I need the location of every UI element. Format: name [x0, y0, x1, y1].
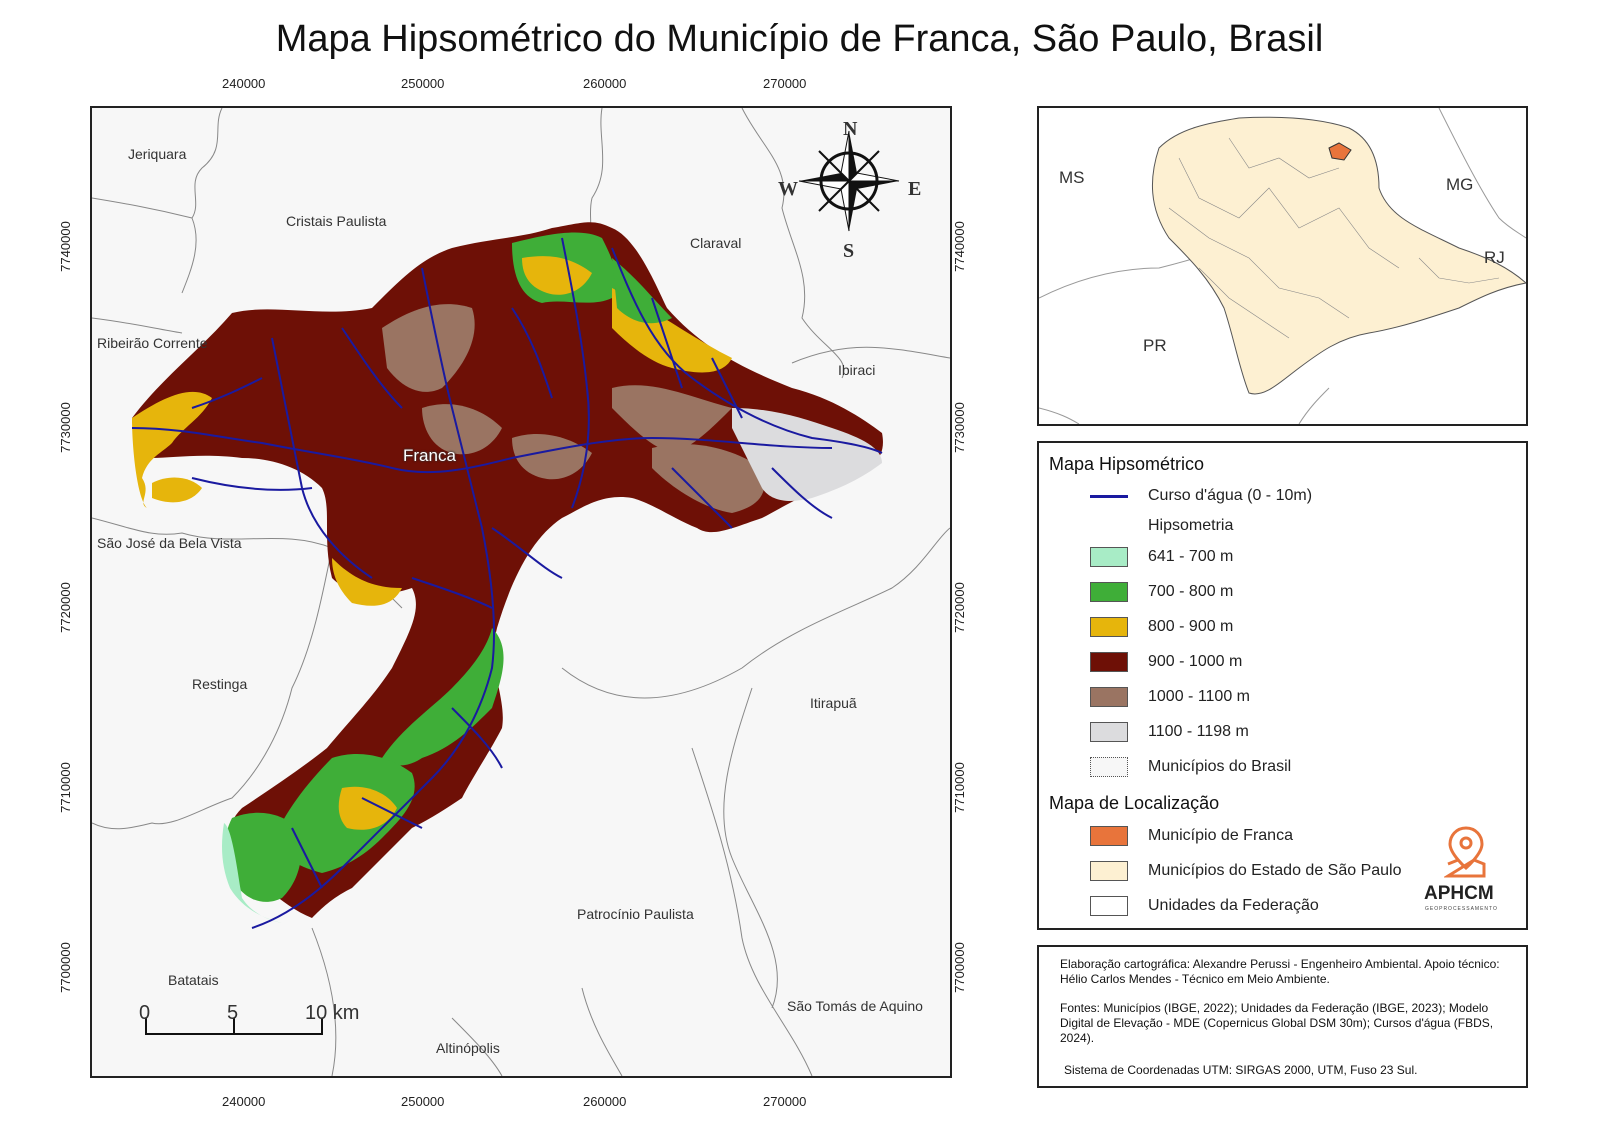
legend-class-label: Unidades da Federação: [1148, 897, 1319, 914]
legend-swatch: [1090, 547, 1128, 567]
legend-swatch: [1090, 687, 1128, 707]
legend-hipso-label: Hipsometria: [1148, 517, 1234, 534]
compass-n: N: [843, 118, 858, 140]
legend-swatch: [1090, 582, 1128, 602]
x-tick-bottom: 240000: [222, 1094, 266, 1109]
legend-class-label: Municípios do Estado de São Paulo: [1148, 862, 1402, 879]
credits-authors: Elaboração cartográfica: Alexandre Perus…: [1060, 957, 1500, 986]
stream-line-icon: [1090, 494, 1128, 498]
municipality-label: Claraval: [690, 235, 742, 251]
inset-label: PR: [1143, 336, 1167, 355]
y-tick-left: 7730000: [57, 402, 73, 453]
page-title: Mapa Hipsométrico do Município de Franca…: [275, 18, 1324, 60]
legend-swatch: [1090, 861, 1128, 881]
municipality-label: Patrocínio Paulista: [577, 906, 694, 922]
y-tick-left: 7740000: [57, 221, 73, 272]
legend-class-label: 1100 - 1198 m: [1148, 723, 1249, 740]
legend-swatch: [1090, 617, 1128, 637]
legend-class: 1100 - 1198 m: [1090, 721, 1249, 743]
compass-e: E: [908, 178, 922, 200]
y-tick-right: 7720000: [951, 582, 967, 633]
legend-class-label: 900 - 1000 m: [1148, 653, 1243, 670]
legend-title: Mapa Hipsométrico: [1049, 454, 1205, 474]
legend-loc-class: Municípios do Estado de São Paulo: [1090, 860, 1402, 882]
legend-class: 900 - 1000 m: [1090, 651, 1242, 673]
legend-class-label: 641 - 700 m: [1148, 548, 1234, 565]
municipality-label: Ribeirão Corrente: [97, 335, 208, 351]
inset-label: RJ: [1484, 248, 1505, 267]
x-tick-bottom: 260000: [583, 1094, 627, 1109]
municipality-label: Itirapuã: [810, 695, 857, 711]
legend-stream: Curso d'água (0 - 10m): [1090, 485, 1312, 507]
municipality-label: Jeriquara: [128, 146, 187, 162]
y-tick-right: 7730000: [951, 402, 967, 453]
x-tick-bottom: 270000: [763, 1094, 807, 1109]
franca-hypsometric-area: [132, 222, 883, 923]
legend-swatch: [1090, 652, 1128, 672]
legend-loc-class: Unidades da Federação: [1090, 895, 1319, 917]
y-tick-left: 7700000: [57, 942, 73, 993]
municipality-label: São José da Bela Vista: [97, 535, 242, 551]
scale-label: 0: [139, 1002, 151, 1024]
inset-label: MS: [1059, 168, 1085, 187]
legend-class: Municípios do Brasil: [1090, 756, 1291, 778]
municipality-label: Cristais Paulista: [286, 213, 387, 229]
scale-label: 10 km: [305, 1002, 360, 1024]
sao-paulo-state: [1151, 116, 1526, 395]
y-tick-right: 7710000: [951, 762, 967, 813]
credits-sources: Fontes: Municípios (IBGE, 2022); Unidade…: [1060, 1001, 1494, 1045]
legend-class: 1000 - 1100 m: [1090, 686, 1250, 708]
municipality-label: Ibiraci: [838, 362, 876, 378]
legend-swatch: [1090, 826, 1128, 846]
franca-location: [1328, 142, 1352, 161]
map-pin-logo-icon: [1444, 826, 1486, 878]
y-tick-right: 7740000: [951, 221, 967, 272]
legend-loc-title: Mapa de Localização: [1049, 793, 1220, 813]
legend-class: 700 - 800 m: [1090, 581, 1233, 603]
legend-swatch: [1090, 722, 1128, 742]
logo-subtext: GEOPROCESSAMENTO: [1425, 906, 1498, 912]
legend-loc-class: Município de Franca: [1090, 825, 1293, 847]
municipality-label: São Tomás de Aquino: [787, 998, 923, 1014]
legend-class-label: 1000 - 1100 m: [1148, 688, 1250, 705]
x-tick-top: 250000: [401, 76, 445, 91]
y-tick-left: 7720000: [57, 582, 73, 633]
legend-class: 800 - 900 m: [1090, 616, 1233, 638]
logo-text: APHCM: [1424, 883, 1494, 904]
legend-swatch: [1090, 896, 1128, 916]
municipality-label: Restinga: [192, 676, 248, 692]
y-tick-left: 7710000: [57, 762, 73, 813]
legend-class-label: Municípios do Brasil: [1148, 758, 1292, 775]
legend-class-label: 800 - 900 m: [1148, 618, 1234, 635]
municipality-label: Altinópolis: [436, 1040, 500, 1056]
x-tick-bottom: 250000: [401, 1094, 445, 1109]
scale-bar: [145, 1018, 323, 1035]
legend-class-label: 700 - 800 m: [1148, 583, 1234, 600]
legend-stream-label: Curso d'água (0 - 10m): [1148, 487, 1313, 504]
legend-class-label: Município de Franca: [1148, 827, 1293, 844]
x-tick-top: 240000: [222, 76, 266, 91]
x-tick-top: 270000: [763, 76, 807, 91]
credits-frame: [1037, 945, 1528, 1088]
y-tick-right: 7700000: [951, 942, 967, 993]
inset-map-svg: [1039, 108, 1526, 424]
compass-rose-icon: [798, 130, 900, 232]
compass-w: W: [778, 178, 798, 200]
main-map-svg: [92, 108, 950, 1076]
legend-swatch: [1090, 757, 1128, 777]
scale-label: 5: [227, 1002, 239, 1024]
x-tick-top: 260000: [583, 76, 627, 91]
stream-network: [131, 237, 883, 929]
legend-frame: [1037, 441, 1528, 930]
legend-class: 641 - 700 m: [1090, 546, 1233, 568]
compass-s: S: [843, 240, 855, 262]
inset-label: MG: [1446, 175, 1474, 194]
municipality-label: Batatais: [168, 972, 219, 988]
city-label-franca: Franca: [403, 446, 456, 465]
legend-hipso-title: Hipsometria: [1090, 515, 1233, 537]
credits-crs: Sistema de Coordenadas UTM: SIRGAS 2000,…: [1064, 1063, 1418, 1077]
